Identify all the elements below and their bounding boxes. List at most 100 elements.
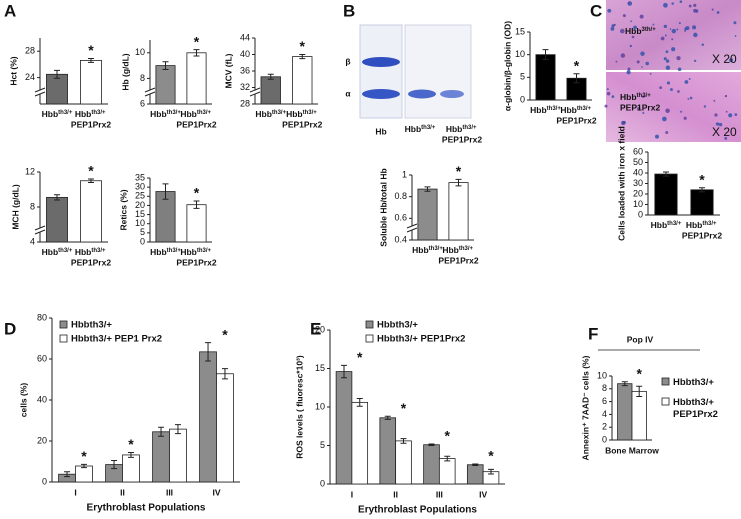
bar bbox=[438, 458, 456, 485]
error-bar bbox=[193, 49, 200, 57]
bar bbox=[80, 60, 102, 105]
magnification: X 20 bbox=[712, 125, 737, 139]
panel-letter: A bbox=[4, 1, 16, 20]
stain-dot bbox=[639, 14, 644, 19]
bar bbox=[122, 454, 140, 483]
stain-dot bbox=[627, 1, 633, 6]
y-tick-label: 10 bbox=[315, 401, 325, 411]
bar bbox=[448, 182, 469, 241]
stain-dot bbox=[662, 116, 667, 122]
significance: * bbox=[445, 428, 451, 444]
significance: * bbox=[128, 436, 134, 452]
x-tick-label: Hbbth3/+ PEP1Prx2 bbox=[282, 109, 322, 130]
bar bbox=[260, 76, 281, 105]
stain-dot bbox=[671, 38, 674, 41]
x-tick-label: Hbbth3/+ bbox=[530, 105, 561, 115]
legend-swatch bbox=[59, 334, 68, 343]
y-tick-label: 30 bbox=[135, 182, 145, 192]
x-tick-label: II bbox=[120, 487, 125, 497]
stain-dot bbox=[627, 1, 630, 4]
y-tick-label: 50 bbox=[633, 157, 643, 167]
band-label: α bbox=[345, 88, 351, 98]
x-tick-label: Hbbth3/+ bbox=[42, 247, 73, 257]
error-bar bbox=[621, 381, 628, 387]
stain-dot bbox=[670, 88, 673, 91]
y-tick-label: 40 bbox=[633, 167, 643, 177]
y-tick-label: 30 bbox=[633, 178, 643, 188]
axis-break-gap bbox=[145, 90, 155, 94]
bar bbox=[75, 465, 93, 483]
significance: * bbox=[222, 326, 228, 342]
error-bar bbox=[341, 364, 347, 379]
y-axis-label: Retics (%) bbox=[118, 189, 128, 230]
significance: * bbox=[357, 349, 363, 365]
y-tick-label: 0 bbox=[320, 478, 325, 488]
error-bar bbox=[111, 459, 118, 470]
x-axis-label: Erythroblast Populations bbox=[358, 505, 477, 516]
y-tick-label: 10 bbox=[597, 370, 607, 380]
error-bar bbox=[356, 398, 363, 407]
y-tick-label: 20 bbox=[37, 435, 47, 445]
error-bar bbox=[64, 471, 71, 478]
y-tick-label: 5 bbox=[140, 227, 145, 237]
stain-dot bbox=[684, 29, 687, 32]
significance: * bbox=[401, 400, 407, 416]
axis-break-gap bbox=[407, 226, 417, 230]
stain-dot bbox=[678, 22, 681, 25]
significance: * bbox=[194, 33, 200, 49]
stain-dot bbox=[728, 113, 733, 118]
gel-lane bbox=[404, 24, 472, 119]
y-tick-label: 0 bbox=[520, 94, 525, 104]
y-tick-label: 0.8 bbox=[394, 191, 407, 201]
bar bbox=[379, 417, 397, 485]
x-tick-label: Hbbth3/+ bbox=[255, 109, 286, 119]
y-tick-label: 0 bbox=[42, 476, 47, 486]
stain-dot bbox=[685, 26, 690, 31]
y-axis-label: MCH (g/dL) bbox=[10, 184, 20, 229]
axis-break bbox=[34, 229, 46, 235]
y-tick-label: 6 bbox=[602, 396, 607, 406]
error-bar bbox=[205, 342, 212, 362]
error-bar bbox=[193, 200, 200, 209]
stain-dot bbox=[701, 43, 705, 46]
error-bar bbox=[267, 73, 274, 80]
y-tick-label: 20 bbox=[135, 200, 145, 210]
stain-dot bbox=[642, 111, 645, 114]
x-tick-label: III bbox=[436, 489, 443, 499]
error-bar bbox=[636, 385, 643, 397]
stain-dot bbox=[693, 32, 698, 38]
stain-dot bbox=[604, 104, 608, 108]
y-axis-label: Annexin⁺ 7AAD⁻ cells (%) bbox=[580, 355, 590, 460]
x-tick-label: Hbbth3/+ PEP1Prx2 bbox=[71, 247, 111, 268]
bar bbox=[186, 52, 207, 105]
y-tick-label: 0 bbox=[602, 434, 607, 444]
legend-label: Hbbth3/+ bbox=[71, 320, 112, 331]
magnification: X 20 bbox=[712, 52, 737, 66]
y-tick-label: 10 bbox=[515, 49, 525, 59]
legend-swatch bbox=[365, 334, 374, 343]
y-tick-label: 28 bbox=[240, 98, 250, 108]
y-tick-label: 10 bbox=[135, 218, 145, 228]
bar bbox=[417, 188, 438, 241]
significance: * bbox=[574, 57, 580, 73]
x-tick-label: Hbbth3/+ PEP1Prx2 bbox=[176, 109, 216, 130]
y-tick-label: 4 bbox=[602, 409, 607, 419]
significance: * bbox=[88, 42, 94, 58]
bar bbox=[216, 373, 234, 483]
stain-dot bbox=[689, 96, 693, 100]
y-tick-label: 0 bbox=[638, 209, 643, 219]
chart-title: Pop IV bbox=[627, 334, 654, 344]
error-bar bbox=[400, 438, 407, 444]
gel-band bbox=[362, 57, 400, 67]
stain-dot bbox=[679, 0, 683, 4]
stain-dot bbox=[676, 56, 681, 61]
y-tick-label: 10 bbox=[135, 47, 145, 57]
legend-swatch bbox=[661, 397, 670, 406]
error-bar bbox=[54, 194, 60, 201]
stain-dot bbox=[640, 51, 645, 56]
panel-letter: C bbox=[590, 1, 602, 20]
legend-label: Hbbth3/+ bbox=[377, 320, 418, 331]
stain-dot bbox=[692, 25, 697, 30]
bar bbox=[169, 428, 187, 483]
